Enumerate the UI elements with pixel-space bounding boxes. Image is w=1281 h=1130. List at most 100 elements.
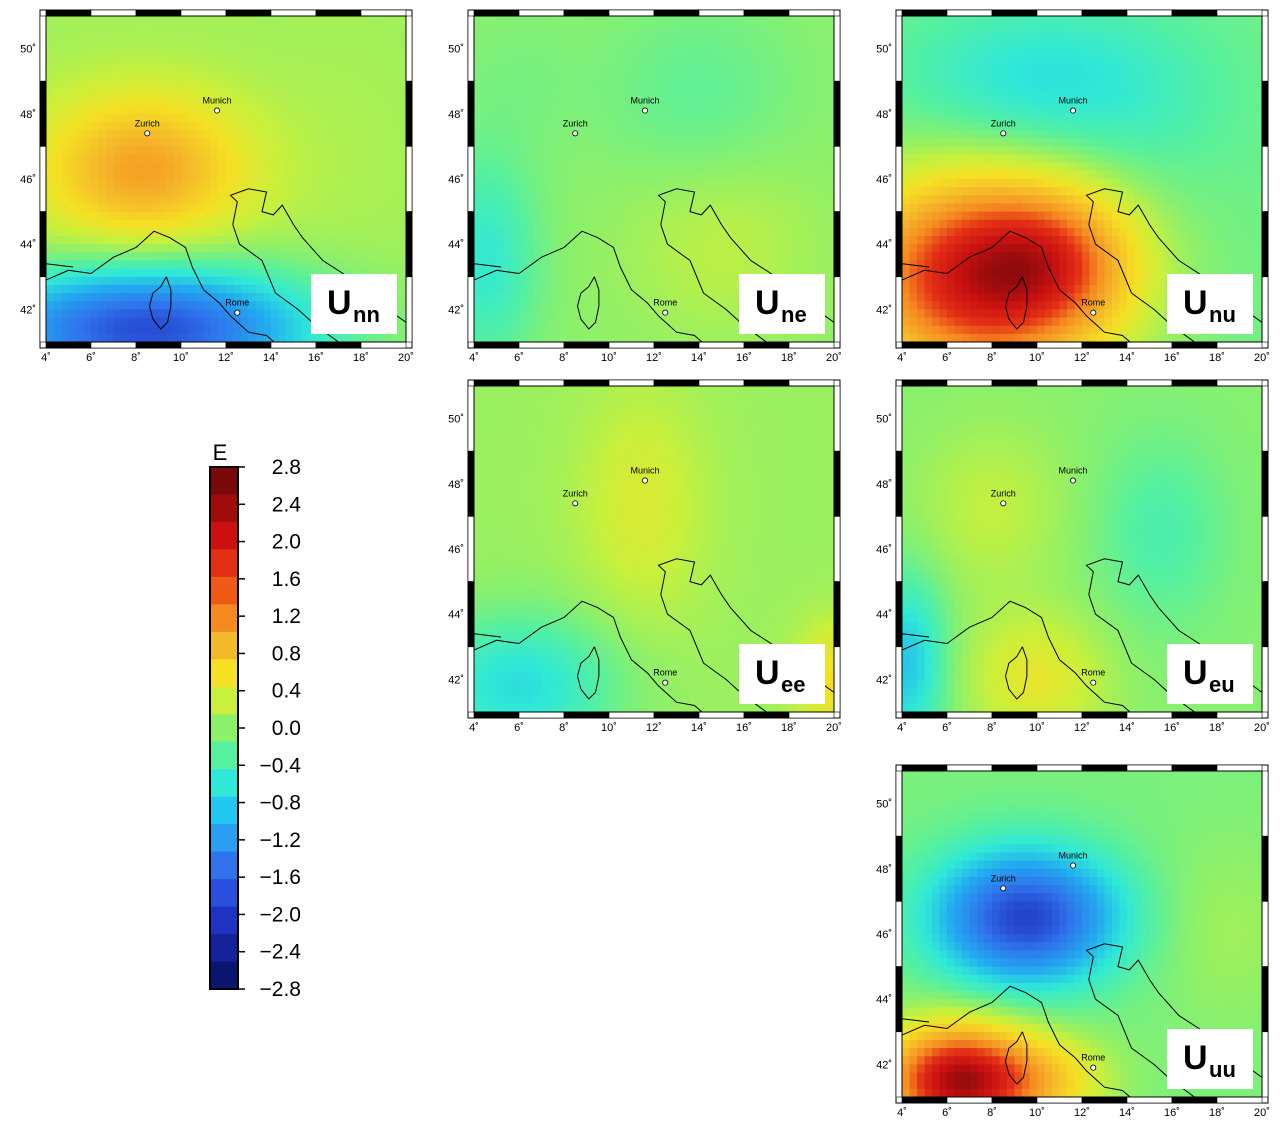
- colorbar-segment: [210, 631, 238, 660]
- colorbar-segment: [210, 741, 238, 770]
- city-munich: Munich: [202, 96, 232, 114]
- lat-tick-label: 46˚: [448, 174, 464, 186]
- colorbar-tick-label: 2.8: [272, 456, 301, 479]
- map-frame: [467, 9, 841, 349]
- city-marker: [1090, 309, 1097, 316]
- city-marker: [572, 130, 579, 137]
- lon-tick-label: 16˚: [1164, 722, 1180, 734]
- lat-tick-label: 48˚: [876, 109, 892, 121]
- panel-label-main: U: [1183, 654, 1208, 692]
- lon-tick-label: 8˚: [559, 722, 569, 734]
- lat-tick-label: 42˚: [448, 304, 464, 316]
- map-frame: [895, 764, 1269, 1104]
- city-marker: [662, 679, 669, 686]
- lon-tick-label: 18˚: [353, 352, 369, 364]
- city-marker: [662, 309, 669, 316]
- city-label: Zurich: [991, 118, 1016, 128]
- lon-tick-label: 16˚: [736, 352, 752, 364]
- city-marker: [1090, 679, 1097, 686]
- city-label: Zurich: [563, 118, 588, 128]
- lat-tick-label: 46˚: [876, 929, 892, 941]
- colorbar-segment: [210, 796, 238, 825]
- map-frame: [39, 9, 413, 349]
- colorbar-segment: [210, 686, 238, 715]
- colorbar-segment: [210, 576, 238, 605]
- colorbar-segment: [210, 879, 238, 908]
- panel-label-main: U: [327, 284, 352, 322]
- lat-tick-label: 44˚: [448, 239, 464, 251]
- city-label: Zurich: [563, 488, 588, 498]
- panels-layer: 4˚ 6˚ 8˚ 10˚ 12˚ 14˚ 16˚ 18˚ 20˚ 50˚ 48˚ 46˚ 44˚ 42˚ Z…: [20, 9, 1270, 1119]
- colorbar-title: E: [213, 440, 228, 465]
- lat-tick-label: 50˚: [876, 799, 892, 811]
- city-marker: [1070, 477, 1077, 484]
- lon-tick-label: 4˚: [897, 722, 907, 734]
- city-label: Munich: [630, 466, 659, 476]
- lon-tick-label: 10˚: [1029, 1107, 1045, 1119]
- city-marker: [1000, 500, 1007, 507]
- city-label: Munich: [1058, 851, 1087, 861]
- lat-tick-label: 48˚: [448, 109, 464, 121]
- lon-tick-label: 16˚: [1164, 1107, 1180, 1119]
- colorbar-tick-label: −2.4: [260, 941, 302, 964]
- lon-tick-label: 18˚: [781, 722, 797, 734]
- city-rome: Rome: [1081, 298, 1105, 316]
- field-raster: [46, 16, 406, 342]
- colorbar-segment: [210, 906, 238, 935]
- lon-tick-label: 12˚: [1074, 722, 1090, 734]
- lon-tick-label: 10˚: [1029, 722, 1045, 734]
- lat-tick-label: 42˚: [876, 674, 892, 686]
- panel-label-sub: ee: [781, 672, 805, 697]
- lat-tick-label: 42˚: [448, 674, 464, 686]
- lon-tick-label: 4˚: [469, 352, 479, 364]
- city-rome: Rome: [225, 298, 249, 316]
- colorbar: E 2.8 2.4 2.0 1.6 1.2 0.8 0.4 0.0 −0.4 −0.8 −1.2 −1.…: [209, 440, 302, 1001]
- city-zurich: Zurich: [991, 118, 1016, 137]
- city-marker: [144, 130, 151, 137]
- city-marker: [234, 309, 241, 316]
- lat-tick-label: 48˚: [876, 864, 892, 876]
- city-label: Zurich: [991, 488, 1016, 498]
- lon-tick-label: 10˚: [601, 722, 617, 734]
- lon-tick-label: 14˚: [691, 352, 707, 364]
- colorbar-segment: [210, 521, 238, 550]
- lon-tick-label: 8˚: [987, 722, 997, 734]
- city-munich: Munich: [1058, 96, 1088, 114]
- panel-label-main: U: [755, 654, 780, 692]
- colorbar-tick-label: 1.2: [272, 605, 301, 628]
- lat-tick-label: 50˚: [876, 414, 892, 426]
- lon-tick-label: 20˚: [1254, 1107, 1270, 1119]
- lat-tick-label: 50˚: [448, 414, 464, 426]
- lon-tick-label: 16˚: [308, 352, 324, 364]
- lat-tick-label: 50˚: [448, 44, 464, 56]
- panel-label-sub: ne: [781, 302, 807, 327]
- lat-tick-label: 46˚: [876, 544, 892, 556]
- lon-tick-label: 10˚: [173, 352, 189, 364]
- lat-tick-label: 44˚: [876, 609, 892, 621]
- lon-tick-label: 20˚: [826, 722, 842, 734]
- lon-tick-label: 6˚: [942, 1107, 952, 1119]
- map-frame: [895, 379, 1269, 719]
- panel-ueu: 4˚ 6˚ 8˚ 10˚ 12˚ 14˚ 16˚ 18˚ 20˚ 50˚ 48˚ 46˚ 44˚ 42˚ Z…: [876, 379, 1270, 734]
- lon-tick-label: 12˚: [646, 352, 662, 364]
- city-munich: Munich: [1058, 466, 1088, 484]
- lon-tick-label: 10˚: [601, 352, 617, 364]
- lat-tick-label: 44˚: [448, 609, 464, 621]
- lon-tick-label: 20˚: [1254, 352, 1270, 364]
- lon-tick-label: 4˚: [897, 352, 907, 364]
- colorbar-tick-label: 0.4: [272, 680, 302, 703]
- city-label: Rome: [225, 298, 249, 308]
- lat-tick-label: 44˚: [876, 239, 892, 251]
- lat-tick-label: 50˚: [20, 44, 36, 56]
- city-label: Munich: [202, 96, 231, 106]
- panel-label-main: U: [755, 284, 780, 322]
- city-rome: Rome: [653, 298, 677, 316]
- city-munich: Munich: [1058, 851, 1088, 869]
- lat-tick-label: 44˚: [876, 994, 892, 1006]
- city-marker: [572, 500, 579, 507]
- colorbar-tick-label: 1.6: [272, 568, 301, 591]
- city-label: Zurich: [135, 118, 160, 128]
- panel-uee: 4˚ 6˚ 8˚ 10˚ 12˚ 14˚ 16˚ 18˚ 20˚ 50˚ 48˚ 46˚ 44˚ 42˚ Z…: [448, 379, 842, 734]
- lon-tick-label: 8˚: [987, 352, 997, 364]
